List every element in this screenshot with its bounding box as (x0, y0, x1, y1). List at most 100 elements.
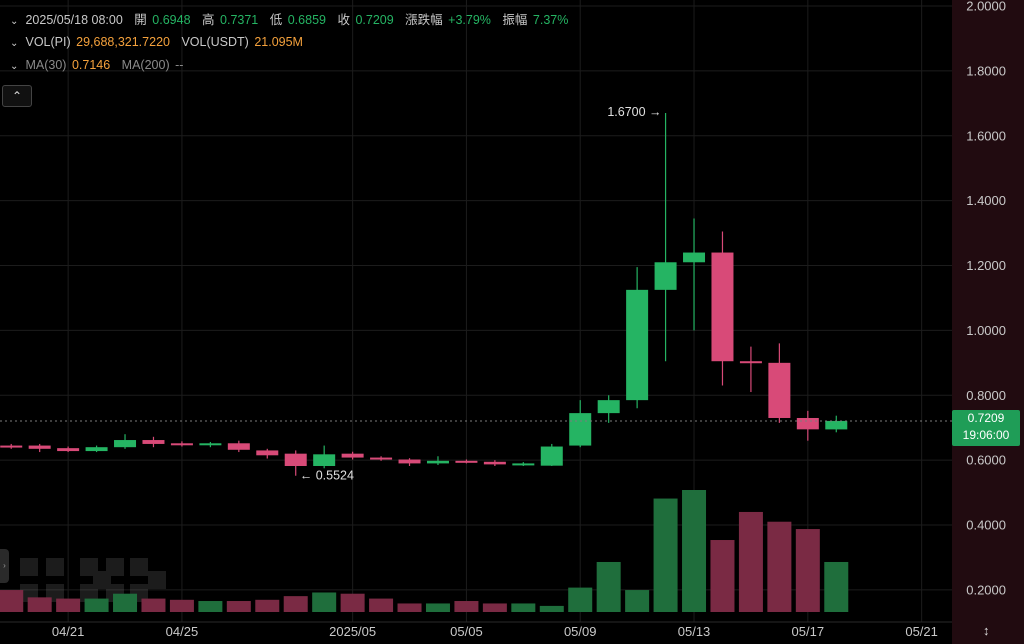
x-tick-label: 2025/05 (329, 624, 376, 639)
volume-bar (0, 590, 24, 612)
current-price-tag: 0.7209 19:06:00 (952, 410, 1020, 446)
open-value: 0.6948 (152, 13, 191, 27)
open-label: 開 (134, 13, 147, 27)
candle-body (341, 453, 364, 458)
volume-bar (113, 593, 138, 612)
x-tick-label: 04/21 (52, 624, 85, 639)
volume-bar (568, 587, 593, 612)
volume-bar (738, 511, 763, 612)
low-value: 0.6859 (287, 13, 326, 27)
vol-usdt-value: 21.095M (254, 35, 303, 49)
vol-pi-value: 29,688,321.7220 (76, 35, 170, 49)
volume-bar (482, 603, 507, 612)
min-price-annotation: ← 0.5524 (300, 469, 354, 483)
candle-body (569, 413, 592, 446)
candle-body (142, 440, 165, 444)
volume-bar (511, 603, 536, 612)
y-tick-label: 0.6000 (966, 453, 1006, 468)
candle-body (483, 461, 506, 465)
candle-body (313, 454, 336, 466)
volume-bar (56, 598, 81, 612)
vertical-scale-icon[interactable]: ↕ (983, 623, 990, 638)
volume-bar (84, 598, 109, 612)
ma200-label: MA(200) (121, 58, 170, 72)
candle-body (170, 443, 193, 446)
volume-bar (141, 598, 166, 612)
price-axis[interactable] (952, 0, 1024, 644)
ma-legend-row: ⌄ MA(30) 0.7146 MA(200) -- (10, 58, 185, 72)
volume-bar (226, 601, 251, 612)
y-tick-label: 0.2000 (966, 582, 1006, 597)
volume-legend-row: ⌄ VOL(PI) 29,688,321.7220 VOL(USDT) 21.0… (10, 35, 305, 49)
vol-usdt-label: VOL(USDT) (181, 35, 249, 49)
x-tick-label: 05/09 (564, 624, 597, 639)
candle-body (57, 448, 80, 452)
x-tick-label: 04/25 (166, 624, 199, 639)
candle-body (426, 460, 449, 464)
chevron-up-icon: ⌃ (11, 89, 23, 103)
candle-body (796, 417, 819, 430)
candle-body (28, 445, 51, 449)
candle-body (398, 459, 421, 464)
candle-countdown: 19:06:00 (962, 428, 1010, 442)
volume-bar (198, 601, 223, 612)
volume-bar (596, 561, 621, 612)
candle-body (768, 362, 791, 418)
okx-watermark-logo (20, 558, 166, 602)
candle-body (370, 457, 393, 460)
candle-body (597, 400, 620, 414)
candle-body (711, 252, 734, 362)
close-value: 0.7209 (355, 13, 394, 27)
chevron-down-icon[interactable]: ⌄ (10, 16, 19, 27)
y-tick-label: 1.8000 (966, 63, 1006, 78)
volume-bar (255, 599, 280, 612)
candle-body (114, 440, 137, 448)
high-value: 0.7371 (220, 13, 259, 27)
vol-pi-label: VOL(PI) (25, 35, 71, 49)
candle-body (683, 252, 706, 263)
y-tick-label: 1.4000 (966, 193, 1006, 208)
candle-body (284, 453, 307, 466)
volume-bar (710, 540, 735, 612)
volume-bar (425, 603, 450, 612)
volume-bar (682, 490, 707, 612)
ohlc-legend-row: ⌄ 2025/05/18 08:00 開 0.6948 高 0.7371 低 0… (10, 9, 570, 28)
x-tick-label: 05/21 (905, 624, 938, 639)
high-label: 高 (202, 13, 215, 27)
x-tick-label: 05/05 (450, 624, 483, 639)
candle-body (199, 443, 222, 446)
chevron-down-icon[interactable]: ⌄ (10, 38, 19, 49)
legend-datetime: 2025/05/18 08:00 (25, 13, 123, 27)
y-tick-label: 0.4000 (966, 518, 1006, 533)
candle-body (540, 446, 563, 466)
x-tick-label: 05/17 (792, 624, 825, 639)
side-tab-icon[interactable]: › (0, 549, 9, 583)
volume-bar (767, 521, 792, 612)
volume-bar (340, 593, 365, 612)
candle-body (227, 443, 250, 450)
volume-bar (454, 601, 479, 612)
candle-body (455, 460, 478, 463)
volume-bar (539, 605, 564, 612)
amplitude-value: 7.37% (532, 13, 569, 27)
candle-body (512, 463, 535, 466)
volume-bar (795, 529, 820, 612)
ma30-label: MA(30) (25, 58, 67, 72)
x-tick-label: 05/13 (678, 624, 711, 639)
volume-bar (824, 561, 849, 612)
candle-body (626, 289, 649, 401)
chevron-down-icon[interactable]: ⌄ (10, 61, 19, 72)
candle-body (654, 262, 677, 290)
candle-body (0, 445, 23, 448)
ma200-value: -- (175, 58, 184, 72)
close-label: 收 (337, 13, 350, 27)
y-tick-label: 0.8000 (966, 388, 1006, 403)
change-label: 漲跌幅 (405, 13, 443, 27)
volume-bar (169, 599, 194, 612)
low-label: 低 (269, 13, 283, 27)
collapse-legend-button[interactable]: ⌃ (2, 85, 32, 107)
volume-bar (283, 596, 308, 612)
y-tick-label: 1.6000 (966, 128, 1006, 143)
